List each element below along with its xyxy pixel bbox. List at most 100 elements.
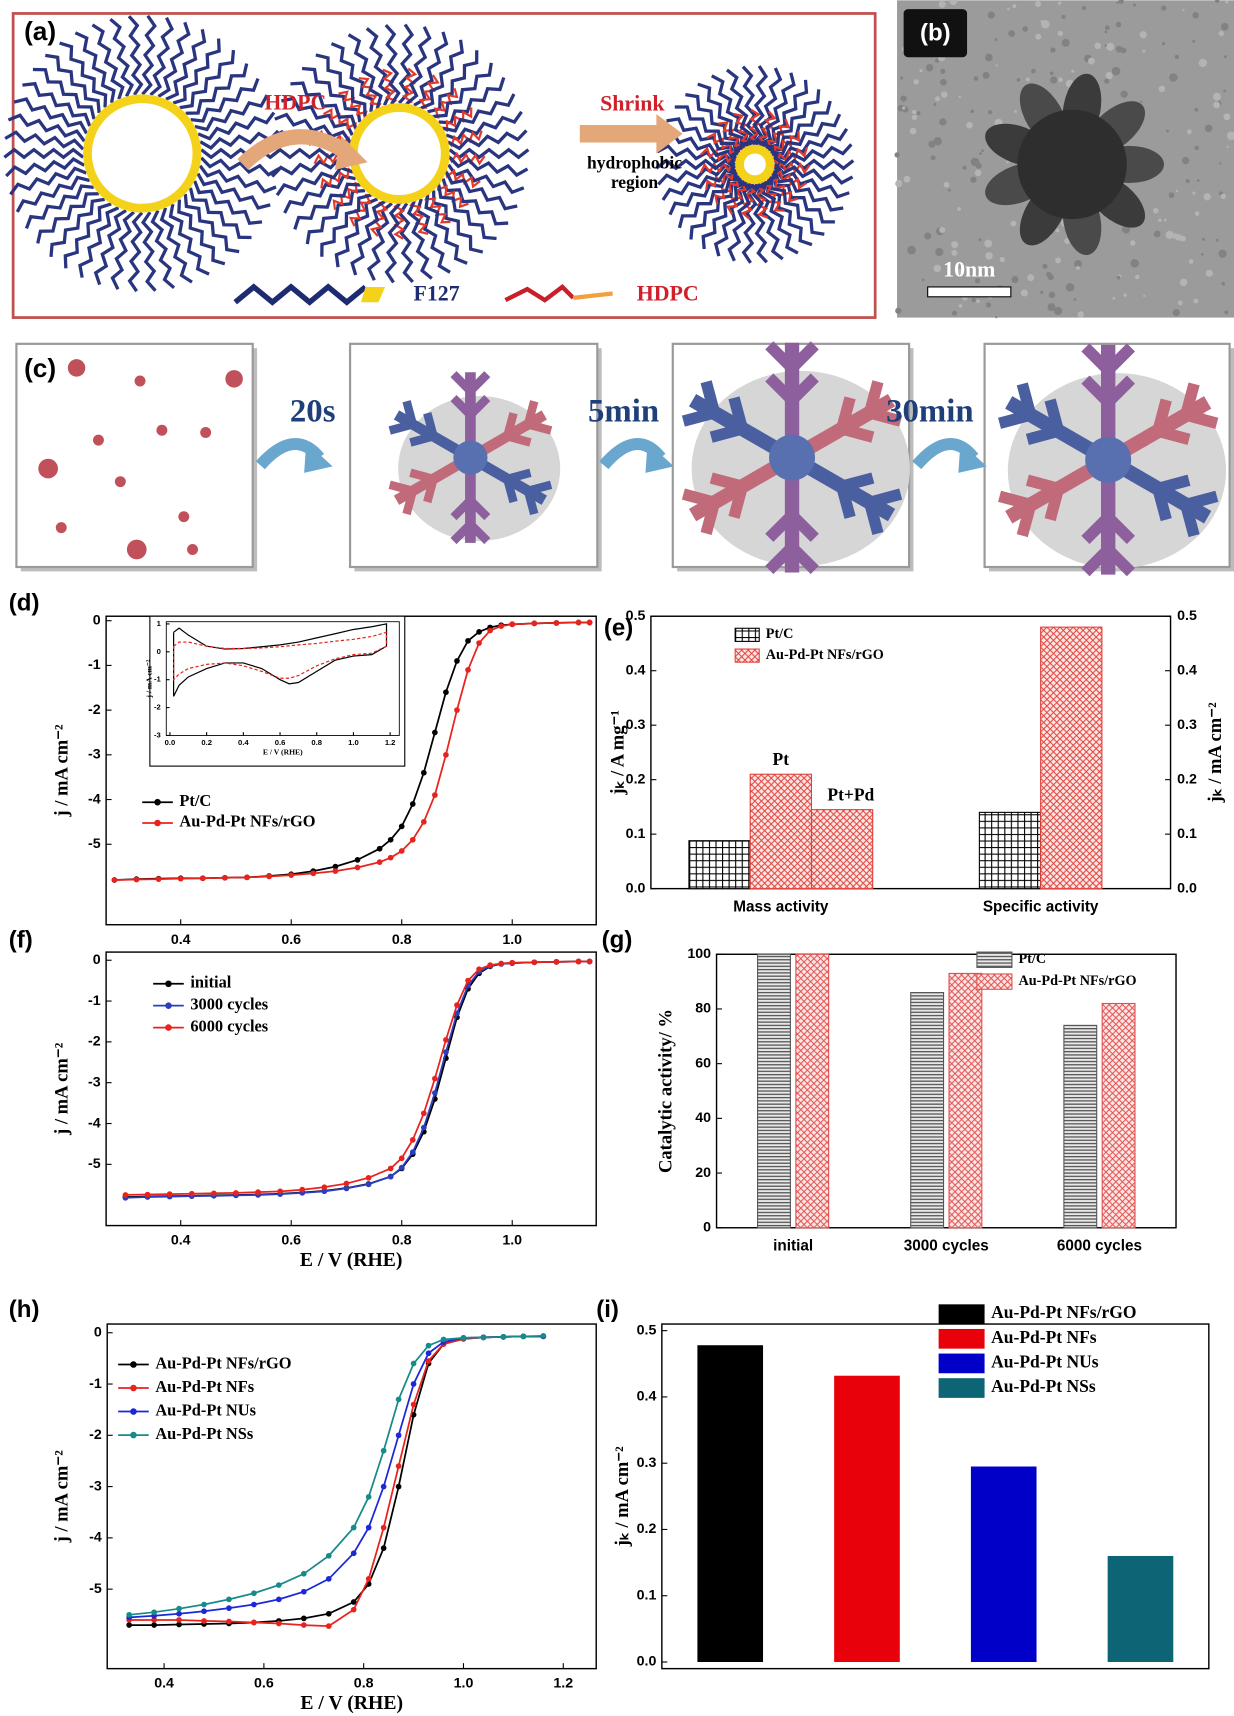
data-point — [487, 962, 493, 968]
bar — [697, 1345, 764, 1663]
flake-branch — [1184, 490, 1219, 511]
data-point — [251, 1601, 257, 1608]
tem-grain — [949, 0, 958, 6]
tem-grain — [1174, 54, 1180, 60]
chain — [183, 193, 240, 254]
tem-grain — [943, 181, 950, 188]
chain — [741, 65, 759, 147]
flake-branch — [998, 490, 1033, 511]
chain — [406, 201, 433, 280]
tem-grain — [1225, 0, 1229, 4]
data-point — [410, 1360, 417, 1367]
arrow — [237, 129, 353, 171]
tem-grain — [999, 256, 1005, 263]
tem-grain — [1153, 208, 1159, 214]
legend-label: Au-Pd-Pt NUs — [991, 1351, 1099, 1371]
tem-grain — [1047, 303, 1056, 312]
legend-label: Pt/C — [766, 626, 794, 642]
flake-branch — [388, 420, 414, 435]
x-tick-label: 1.0 — [502, 1233, 522, 1249]
data-point — [454, 707, 460, 713]
legend-hdpc — [504, 284, 575, 303]
tem-grain — [1020, 289, 1028, 297]
data-point — [380, 1524, 387, 1531]
tem-grain — [1012, 4, 1017, 9]
tem-grain — [907, 245, 916, 255]
tem-grain — [941, 91, 948, 98]
arrow — [579, 125, 659, 143]
step-arrow-head — [304, 442, 333, 473]
legend-label: Au-Pd-Pt NFs/rGO — [1018, 973, 1136, 989]
chain — [334, 197, 379, 268]
flake-branch — [1184, 409, 1219, 429]
flake-branch — [1081, 545, 1113, 577]
x-axis-label: E / V (RHE) — [263, 748, 303, 757]
bar — [1063, 1024, 1098, 1229]
data-point — [276, 1596, 282, 1603]
chain — [447, 163, 525, 195]
legend-marker — [154, 819, 161, 827]
x-tick-label: 0.0 — [165, 738, 176, 747]
data-point — [332, 868, 339, 874]
tem-grain — [1139, 31, 1147, 39]
chain — [725, 68, 754, 147]
tem-grain — [979, 152, 982, 155]
tem-grain — [916, 111, 921, 116]
data-point — [151, 1609, 157, 1616]
tem-grain — [1161, 5, 1167, 11]
chain — [3, 147, 85, 160]
y-tick-label: 0 — [93, 952, 101, 968]
chain — [200, 156, 281, 177]
data-point — [440, 1336, 447, 1343]
data-point — [454, 1002, 460, 1008]
step-arrow-head — [645, 442, 674, 473]
data-point — [300, 1615, 307, 1622]
chain — [437, 184, 497, 241]
chain — [5, 157, 86, 178]
tem-grain — [1071, 69, 1075, 73]
tem-grain — [1112, 296, 1116, 300]
nucleus — [92, 434, 104, 446]
tem-grain — [1201, 237, 1205, 241]
data-point — [151, 1622, 157, 1628]
legend-label: 3000 cycles — [190, 994, 268, 1013]
tem-grain — [1181, 156, 1190, 165]
chain — [185, 63, 249, 115]
data-point — [409, 836, 416, 843]
tem-grain — [1203, 193, 1211, 201]
x-tick-label: 3000 cycles — [904, 1237, 989, 1254]
legend-f127 — [233, 283, 368, 306]
chain — [768, 100, 832, 151]
tem-grain — [1061, 14, 1066, 19]
chain — [305, 188, 366, 245]
panel-label: (d) — [9, 590, 40, 617]
tem-grain — [1142, 49, 1146, 53]
tem-grain — [1053, 306, 1063, 316]
tem-grain — [1192, 39, 1196, 43]
tem-grain — [958, 304, 963, 308]
y-tick-label: 0 — [703, 1220, 711, 1236]
y-tick-label: -5 — [88, 1156, 101, 1172]
data-point — [376, 859, 383, 865]
tem-grain — [958, 95, 962, 98]
data-point — [376, 845, 383, 852]
tem-grain — [957, 207, 961, 211]
tem-grain — [1025, 77, 1030, 82]
panel-label: (h) — [9, 1296, 40, 1323]
y-tick-label: -3 — [88, 1074, 101, 1090]
tem-grain — [1130, 259, 1139, 268]
tem-grain — [900, 95, 907, 102]
data-point — [226, 1605, 232, 1611]
tem-grain — [1074, 260, 1082, 268]
tem-grain — [897, 104, 905, 112]
chain — [405, 26, 432, 105]
legend-swatch — [938, 1378, 985, 1398]
chain — [710, 74, 749, 149]
y-tick-label: 0.2 — [637, 1521, 657, 1537]
chain — [4, 130, 85, 151]
tem-grain — [1194, 211, 1200, 216]
data-point — [276, 1620, 282, 1627]
data-point — [255, 1189, 261, 1195]
data-point — [443, 1036, 449, 1043]
x-tick-label: Mass activity — [733, 898, 829, 915]
